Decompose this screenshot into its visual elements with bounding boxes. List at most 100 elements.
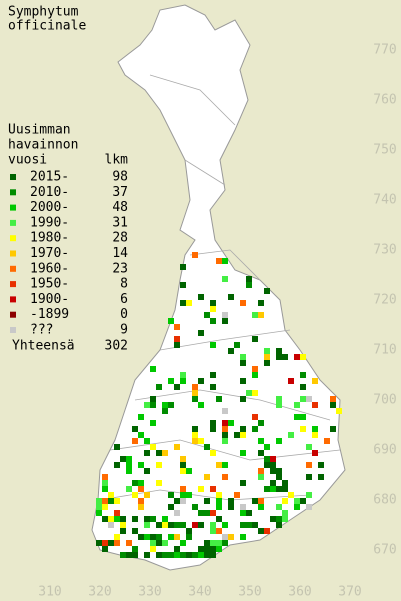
legend-count: 8 xyxy=(120,277,128,292)
occurrence-square xyxy=(216,546,222,552)
legend-label: 1900- xyxy=(30,292,69,307)
occurrence-square xyxy=(138,534,144,540)
occurrence-square xyxy=(144,516,150,522)
occurrence-square xyxy=(210,306,216,312)
occurrence-square xyxy=(264,354,270,360)
occurrence-square xyxy=(294,498,300,504)
occurrence-square xyxy=(234,432,240,438)
occurrence-square xyxy=(228,348,234,354)
occurrence-square xyxy=(252,498,258,504)
legend-swatch xyxy=(10,296,16,303)
occurrence-square xyxy=(276,516,282,522)
occurrence-square xyxy=(102,516,108,522)
occurrence-square xyxy=(216,462,222,468)
occurrence-square xyxy=(270,456,276,462)
occurrence-square xyxy=(324,438,330,444)
occurrence-square xyxy=(138,504,144,510)
occurrence-square xyxy=(192,384,198,390)
occurrence-square xyxy=(156,450,162,456)
occurrence-square xyxy=(138,480,144,486)
x-axis-label: 340 xyxy=(188,585,211,600)
occurrence-square xyxy=(240,396,246,402)
occurrence-square xyxy=(240,360,246,366)
occurrence-square xyxy=(330,426,336,432)
occurrence-square xyxy=(162,450,168,456)
occurrence-square xyxy=(192,522,198,528)
occurrence-square xyxy=(162,540,168,546)
legend-label: 1990- xyxy=(30,215,69,230)
occurrence-square xyxy=(258,468,264,474)
occurrence-square xyxy=(108,516,114,522)
occurrence-square xyxy=(222,426,228,432)
occurrence-square xyxy=(210,342,216,348)
occurrence-square xyxy=(168,492,174,498)
occurrence-square xyxy=(192,426,198,432)
occurrence-square xyxy=(138,462,144,468)
occurrence-square xyxy=(144,450,150,456)
y-axis-label: 750 xyxy=(373,143,396,158)
occurrence-square xyxy=(318,474,324,480)
occurrence-square xyxy=(204,546,210,552)
legend-label: ??? xyxy=(30,323,53,338)
occurrence-square xyxy=(180,552,186,558)
occurrence-square xyxy=(126,486,132,492)
occurrence-square xyxy=(276,438,282,444)
occurrence-square xyxy=(150,420,156,426)
occurrence-square xyxy=(210,552,216,558)
occurrence-square xyxy=(150,534,156,540)
occurrence-square xyxy=(204,312,210,318)
y-axis-label: 710 xyxy=(373,343,396,358)
occurrence-square xyxy=(108,522,114,528)
occurrence-square xyxy=(306,492,312,498)
occurrence-square xyxy=(222,276,228,282)
occurrence-square xyxy=(96,510,102,516)
occurrence-square xyxy=(192,438,198,444)
legend-swatch xyxy=(10,250,16,257)
x-axis-label: 370 xyxy=(338,585,361,600)
legend-header: havainnon xyxy=(8,138,78,153)
occurrence-square xyxy=(264,456,270,462)
occurrence-square xyxy=(156,384,162,390)
occurrence-square xyxy=(108,498,114,504)
occurrence-square xyxy=(258,474,264,480)
legend-label: -1899 xyxy=(30,307,69,322)
occurrence-square xyxy=(180,378,186,384)
occurrence-square xyxy=(174,522,180,528)
occurrence-square xyxy=(120,456,126,462)
occurrence-square xyxy=(114,498,120,504)
occurrence-square xyxy=(222,258,228,264)
occurrence-square xyxy=(168,552,174,558)
occurrence-square xyxy=(210,426,216,432)
occurrence-square xyxy=(300,354,306,360)
occurrence-square xyxy=(186,468,192,474)
occurrence-square xyxy=(132,492,138,498)
occurrence-square xyxy=(246,510,252,516)
occurrence-square xyxy=(102,504,108,510)
occurrence-square xyxy=(156,522,162,528)
occurrence-square xyxy=(168,378,174,384)
occurrence-square xyxy=(144,522,150,528)
occurrence-square xyxy=(216,516,222,522)
legend-swatch xyxy=(10,174,16,180)
occurrence-square xyxy=(162,516,168,522)
occurrence-square xyxy=(180,264,186,270)
occurrence-square xyxy=(210,540,216,546)
occurrence-square xyxy=(306,504,312,510)
occurrence-square xyxy=(252,426,258,432)
occurrence-square xyxy=(144,492,150,498)
occurrence-square xyxy=(204,540,210,546)
occurrence-square xyxy=(198,294,204,300)
occurrence-square xyxy=(276,402,282,408)
occurrence-square xyxy=(216,528,222,534)
occurrence-square xyxy=(234,492,240,498)
occurrence-square xyxy=(222,318,228,324)
occurrence-square xyxy=(300,384,306,390)
occurrence-square xyxy=(96,504,102,510)
occurrence-square xyxy=(192,552,198,558)
occurrence-square xyxy=(216,504,222,510)
occurrence-square xyxy=(330,402,336,408)
occurrence-square xyxy=(186,552,192,558)
occurrence-square xyxy=(294,414,300,420)
occurrence-square xyxy=(258,528,264,534)
